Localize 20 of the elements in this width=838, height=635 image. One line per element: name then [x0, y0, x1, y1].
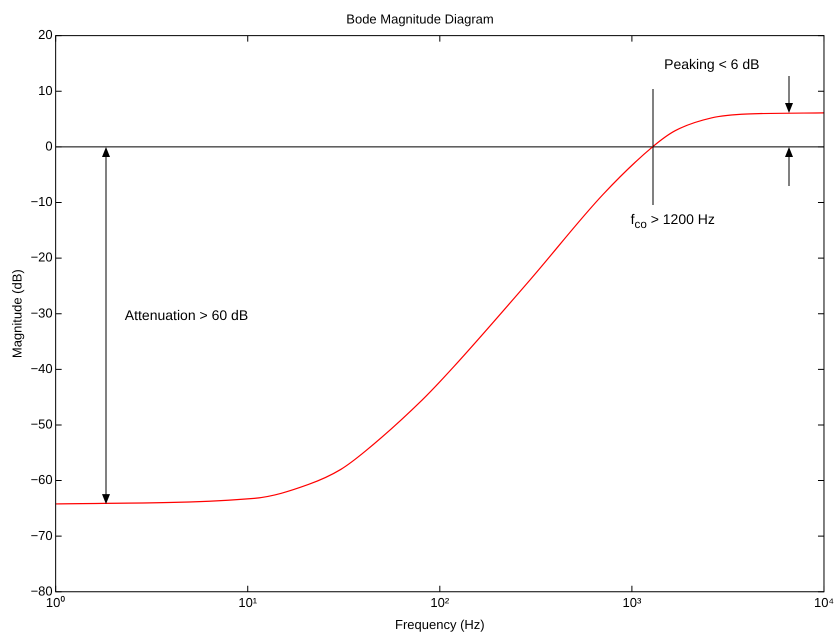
annotation: Peaking < 6 dB: [664, 56, 760, 72]
y-tick-label: 10: [38, 82, 53, 98]
y-tick-label: −60: [30, 472, 53, 488]
y-tick-label: −10: [30, 194, 53, 210]
y-axis-title: Magnitude (dB): [9, 269, 24, 358]
x-tick-label: 10⁴: [814, 595, 834, 610]
y-tick-label: −70: [30, 528, 53, 543]
x-axis-title: Frequency (Hz): [395, 616, 485, 632]
x-tick-label: 10¹: [238, 595, 258, 610]
x-tick-label: 10³: [622, 595, 642, 610]
annotation: Attenuation > 60 dB: [124, 307, 248, 324]
y-tick-label: −40: [30, 360, 53, 376]
y-tick-label: −20: [30, 250, 53, 265]
y-tick-label: −50: [30, 416, 53, 432]
chart-title: Bode Magnitude Diagram: [346, 11, 494, 26]
x-tick-label: 10²: [430, 595, 450, 610]
y-tick-label: −30: [30, 305, 53, 320]
y-tick-label: 20: [38, 27, 53, 42]
annotation: f$_{co}$ > 1200 Hz: [630, 211, 715, 232]
y-tick-label: 0: [45, 138, 53, 154]
